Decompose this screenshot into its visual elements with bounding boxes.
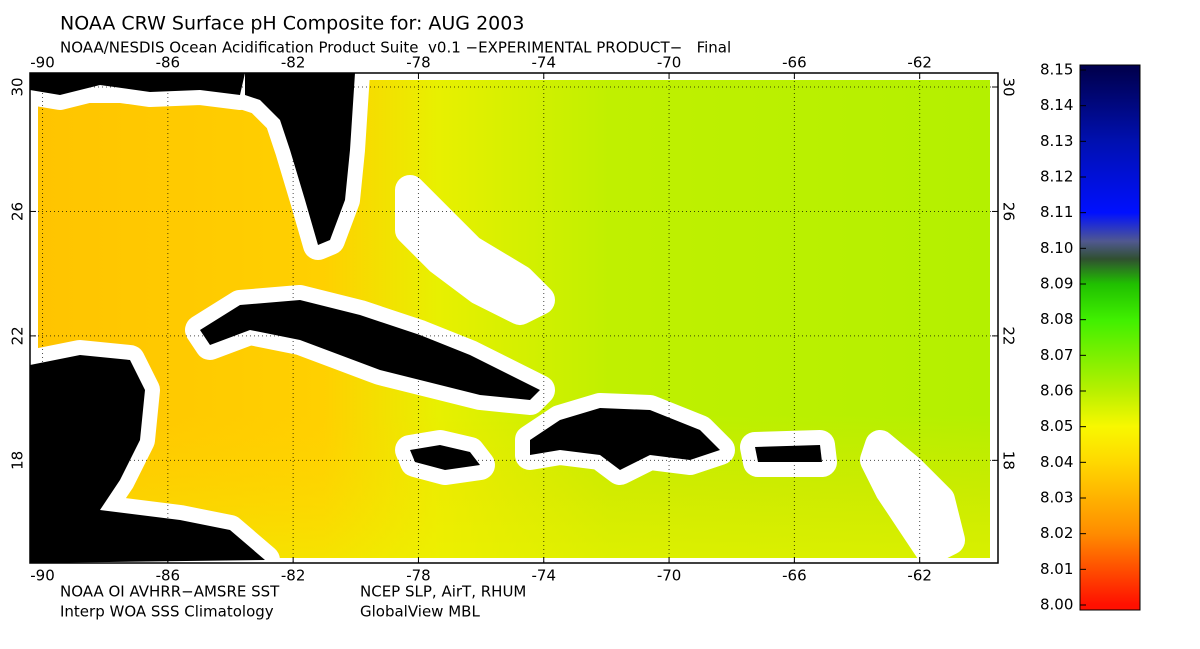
map-panel [15,58,999,578]
y-tick-label: 26 [1000,202,1018,221]
x-tick-label: -90 [30,567,55,585]
y-tick-label: 22 [1000,326,1018,345]
x-tick-label: -70 [657,54,682,72]
colorbar-label: 8.02 [1040,524,1073,542]
x-tick-label: -70 [657,567,682,585]
colorbar-label: 8.00 [1040,596,1073,614]
x-tick-label: -66 [782,567,807,585]
x-tick-label: -90 [30,54,55,72]
x-tick-label: -82 [281,567,306,585]
colorbar-label: 8.13 [1040,132,1073,150]
footer-text: NCEP SLP, AirT, RHUM [360,583,526,601]
subtitle: NOAA/NESDIS Ocean Acidification Product … [60,39,731,57]
x-tick-label: -74 [532,54,557,72]
colorbar-label: 8.10 [1040,239,1073,257]
y-tick-label: 30 [1000,77,1018,96]
colorbar-label: 8.12 [1040,168,1073,186]
colorbar-label: 8.09 [1040,275,1073,293]
colorbar-label: 8.08 [1040,310,1073,328]
x-tick-label: -86 [156,54,181,72]
footer-text: NOAA OI AVHRR−AMSRE SST [60,583,280,601]
x-tick-label: -78 [406,567,431,585]
y-tick-label: 26 [9,202,27,221]
y-tick-label: 18 [1000,451,1018,470]
y-tick-label: 22 [9,326,27,345]
colorbar-label: 8.06 [1040,382,1073,400]
x-tick-label: -62 [907,567,932,585]
x-tick-label: -66 [782,54,807,72]
x-tick-label: -74 [532,567,557,585]
land [30,73,822,563]
x-tick-label: -78 [406,54,431,72]
colorbar [1079,64,1141,611]
colorbar-label: 8.15 [1040,61,1073,79]
x-tick-label: -82 [281,54,306,72]
y-tick-label: 30 [9,77,27,96]
colorbar-label: 8.07 [1040,346,1073,364]
colorbar-label: 8.05 [1040,417,1073,435]
x-tick-label: -62 [907,54,932,72]
panel-frame [29,72,999,564]
x-tick-label: -86 [156,567,181,585]
colorbar-label: 8.11 [1040,203,1073,221]
colorbar-label: 8.04 [1040,453,1073,471]
footer-text: Interp WOA SSS Climatology [60,603,274,621]
y-tick-label: 18 [9,451,27,470]
colorbar-label: 8.01 [1040,560,1073,578]
colorbar-label: 8.03 [1040,489,1073,507]
colorbar-label: 8.14 [1040,96,1073,114]
footer-text: GlobalView MBL [360,603,480,621]
title: NOAA CRW Surface pH Composite for: AUG 2… [60,13,524,35]
